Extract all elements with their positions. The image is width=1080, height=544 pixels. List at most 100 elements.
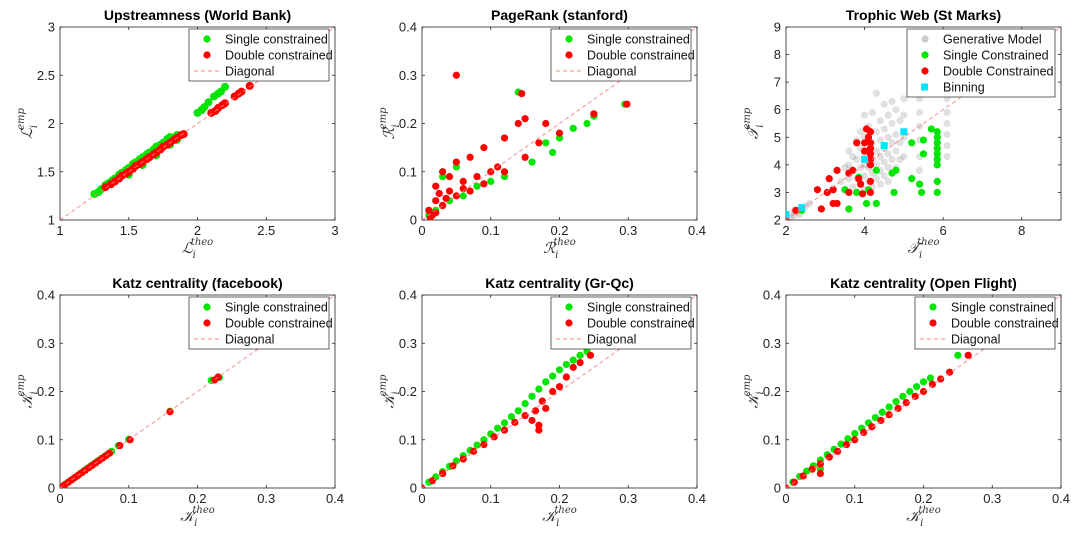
data-point [933,155,941,163]
data-point [917,188,926,197]
data-point [888,139,896,147]
y-axis-label-superscript: emp [378,107,389,129]
data-point [933,188,941,197]
data-point [816,460,824,468]
data-point [549,372,557,380]
data-point [855,175,863,183]
data-point [872,128,880,136]
legend-label: Diagonal [587,333,636,347]
data-point [880,100,888,108]
plot-area [786,27,1061,220]
data-point [884,111,892,119]
x-axis-label-subscript: i [556,518,559,529]
y-tick-label: 0.1 [399,164,417,179]
data-point [480,440,488,449]
legend-circle-swatch [929,303,937,311]
data-point [884,150,892,158]
y-tick-label: 0.2 [763,384,781,399]
data-point [500,134,509,142]
data-point [861,155,869,163]
y-tick-label: 0 [48,481,55,496]
data-point [890,188,898,197]
data-point [535,426,543,434]
x-axis-label-subscript: i [194,518,197,529]
data-point [933,128,941,136]
y-tick-label: 4 [774,157,781,172]
x-tick-label: 0.2 [914,491,932,506]
plot-area [60,295,335,488]
y-tick-label: 8 [774,47,781,62]
y-tick-label: 6 [774,102,781,117]
data-point [849,183,857,191]
x-tick-label: 1 [56,223,63,238]
data-point [900,152,908,161]
y-axis-label-superscript: emp [742,374,753,396]
data-point [880,142,888,150]
legend-square-swatch [921,83,928,91]
y-tick-label: 0 [410,213,417,228]
data-point [166,408,174,416]
data-point [841,164,849,172]
legend-label: Double Constrained [943,65,1054,79]
data-point [892,147,900,155]
legend: Single constrained Double constrained Diag… [550,296,695,350]
y-axis-label: 𝒦iemp [16,374,40,409]
data-point [844,435,852,443]
data-point [528,392,536,400]
legend-label: Diagonal [225,333,274,347]
data-point [542,378,550,386]
x-tick-label: 2 [782,223,789,238]
legend-circle-swatch [565,319,573,327]
x-axis-label-superscript: theo [553,237,575,248]
data-point [466,187,474,195]
legend: Single constrained Double constrained Diag… [188,28,333,82]
data-point [851,429,859,438]
data-point [866,144,875,152]
data-point [816,469,824,478]
data-point [845,205,853,213]
data-point [555,129,564,137]
legend-circle-swatch [921,67,929,75]
data-point [586,351,595,359]
data-point [459,177,467,185]
data-point [521,399,529,408]
data-point [943,130,951,139]
data-point [876,117,884,125]
legend-circle-swatch [203,303,211,311]
data-point [452,158,460,166]
data-point [549,387,557,396]
legend-circle-swatch [203,319,211,327]
data-point [908,175,916,183]
x-tick-label: 0 [782,491,789,506]
x-axis-label-symbol: ℛ [543,239,556,257]
data-point [126,436,134,444]
data-point [866,161,875,169]
data-point [542,119,550,128]
y-axis-label-subscript: i [391,124,402,127]
data-point [480,144,488,152]
x-tick-label: 3 [331,223,338,238]
data-point [799,472,807,480]
legend-box [188,296,330,350]
legend-label: Single constrained [225,301,328,315]
legend: Single constrained Double constrained Diag… [914,296,1059,350]
data-point [880,125,888,133]
y-axis-label-subscript: i [755,125,766,128]
data-point [590,110,598,118]
data-point [542,139,550,147]
data-point [623,100,631,108]
legend-circle-swatch [921,35,929,43]
y-axis-label-symbol: ℛ [380,126,398,139]
legend-label: Single Constrained [943,49,1049,63]
data-point [933,133,941,141]
x-tick-label: 6 [940,223,947,238]
legend-circle-swatch [565,303,573,311]
data-point [528,158,536,166]
data-point [853,155,861,163]
x-tick-label: 0.4 [1052,491,1070,506]
data-point [896,117,904,125]
data-point [876,136,884,144]
data-point [817,205,825,213]
y-axis-label-superscript: emp [378,374,389,396]
chart-title: Katz centrality (Open Flight) [830,275,1017,291]
